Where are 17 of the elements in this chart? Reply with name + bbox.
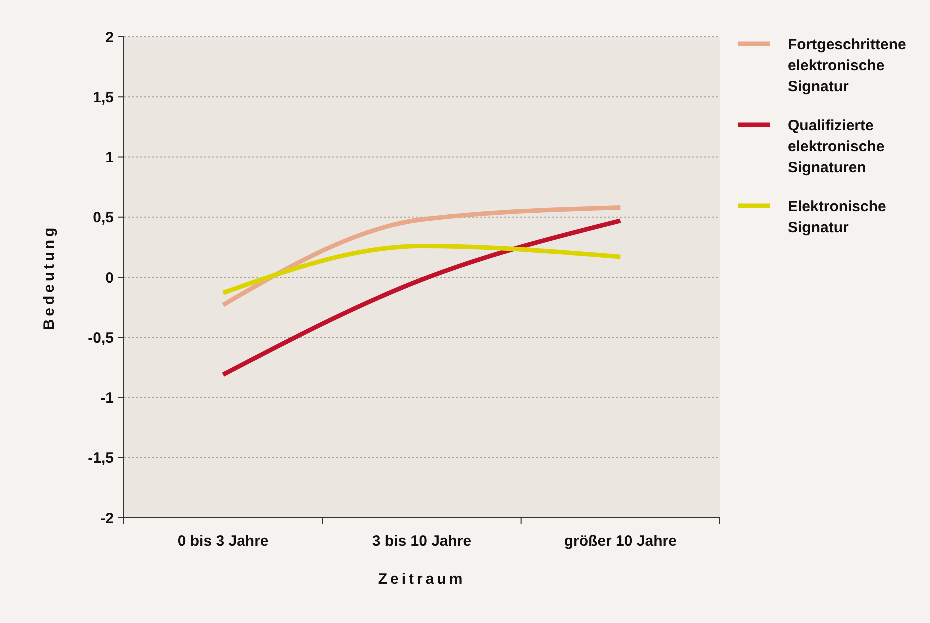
legend-label: Elektronische Signatur xyxy=(788,198,886,236)
y-tick-label: -1,5 xyxy=(88,450,114,468)
legend-label: Fortgeschrittene elektronische Signatur xyxy=(788,36,906,96)
y-tick-label: -1 xyxy=(100,390,114,407)
y-tick-label: 1,5 xyxy=(93,89,114,106)
y-tick-label: 1 xyxy=(106,150,114,166)
y-tick-label: -0,5 xyxy=(88,330,114,347)
y-tick-label: -2 xyxy=(100,510,114,528)
x-axis-title: Zeitraum xyxy=(378,571,466,588)
y-tick-label: 0,5 xyxy=(93,210,114,227)
x-tick-label: 0 bis 3 Jahre xyxy=(178,533,269,550)
legend-label: Qualifizierte elektronische Signaturen xyxy=(788,117,885,176)
y-tick-label: 0 xyxy=(106,270,114,287)
x-tick-label: 3 bis 10 Jahre xyxy=(372,533,472,550)
x-tick-label: größer 10 Jahre xyxy=(564,533,677,550)
y-axis-title: Bedeutung xyxy=(41,224,58,330)
y-tick-label: 2 xyxy=(106,29,114,46)
